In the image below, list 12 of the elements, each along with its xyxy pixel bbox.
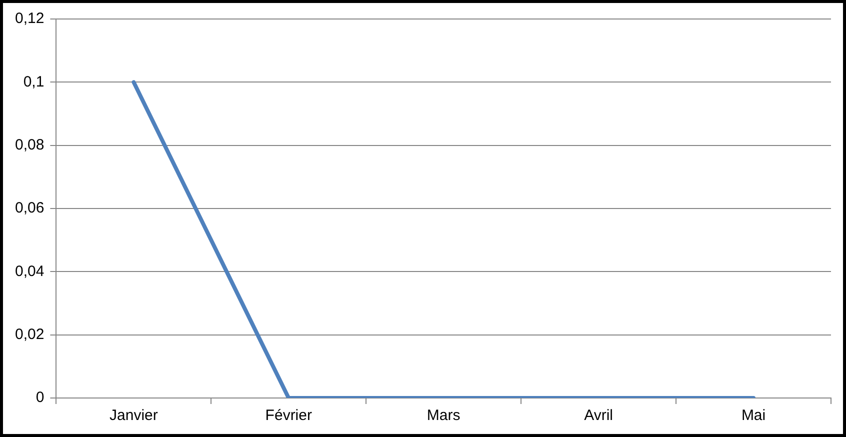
x-tick-label: Janvier bbox=[109, 407, 158, 424]
y-tick-label: 0,12 bbox=[14, 10, 44, 28]
x-tick-label: Mai bbox=[741, 407, 766, 424]
y-tick-label: 0,04 bbox=[14, 262, 44, 280]
y-tick-label: 0,08 bbox=[14, 136, 44, 154]
y-tick-label: 0 bbox=[36, 389, 44, 406]
y-tick-label: 0,02 bbox=[14, 326, 44, 343]
x-tick-label: Avril bbox=[584, 407, 614, 424]
y-tick-label: 0,06 bbox=[14, 200, 44, 217]
x-tick-label: Février bbox=[265, 407, 312, 424]
y-tick-label: 0,1 bbox=[23, 73, 44, 90]
x-tick-label: Mars bbox=[426, 407, 460, 424]
